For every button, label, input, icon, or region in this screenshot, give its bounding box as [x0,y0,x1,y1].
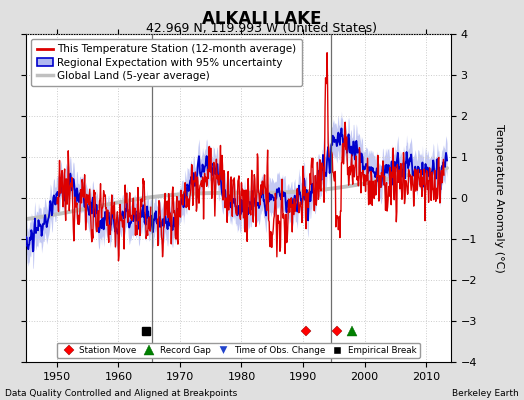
Legend: Station Move, Record Gap, Time of Obs. Change, Empirical Break: Station Move, Record Gap, Time of Obs. C… [57,342,420,358]
Text: Data Quality Controlled and Aligned at Breakpoints: Data Quality Controlled and Aligned at B… [5,389,237,398]
Text: 42.969 N, 119.993 W (United States): 42.969 N, 119.993 W (United States) [147,22,377,35]
Text: ALKALI LAKE: ALKALI LAKE [202,10,322,28]
Text: Berkeley Earth: Berkeley Earth [452,389,519,398]
Y-axis label: Temperature Anomaly (°C): Temperature Anomaly (°C) [494,124,504,272]
